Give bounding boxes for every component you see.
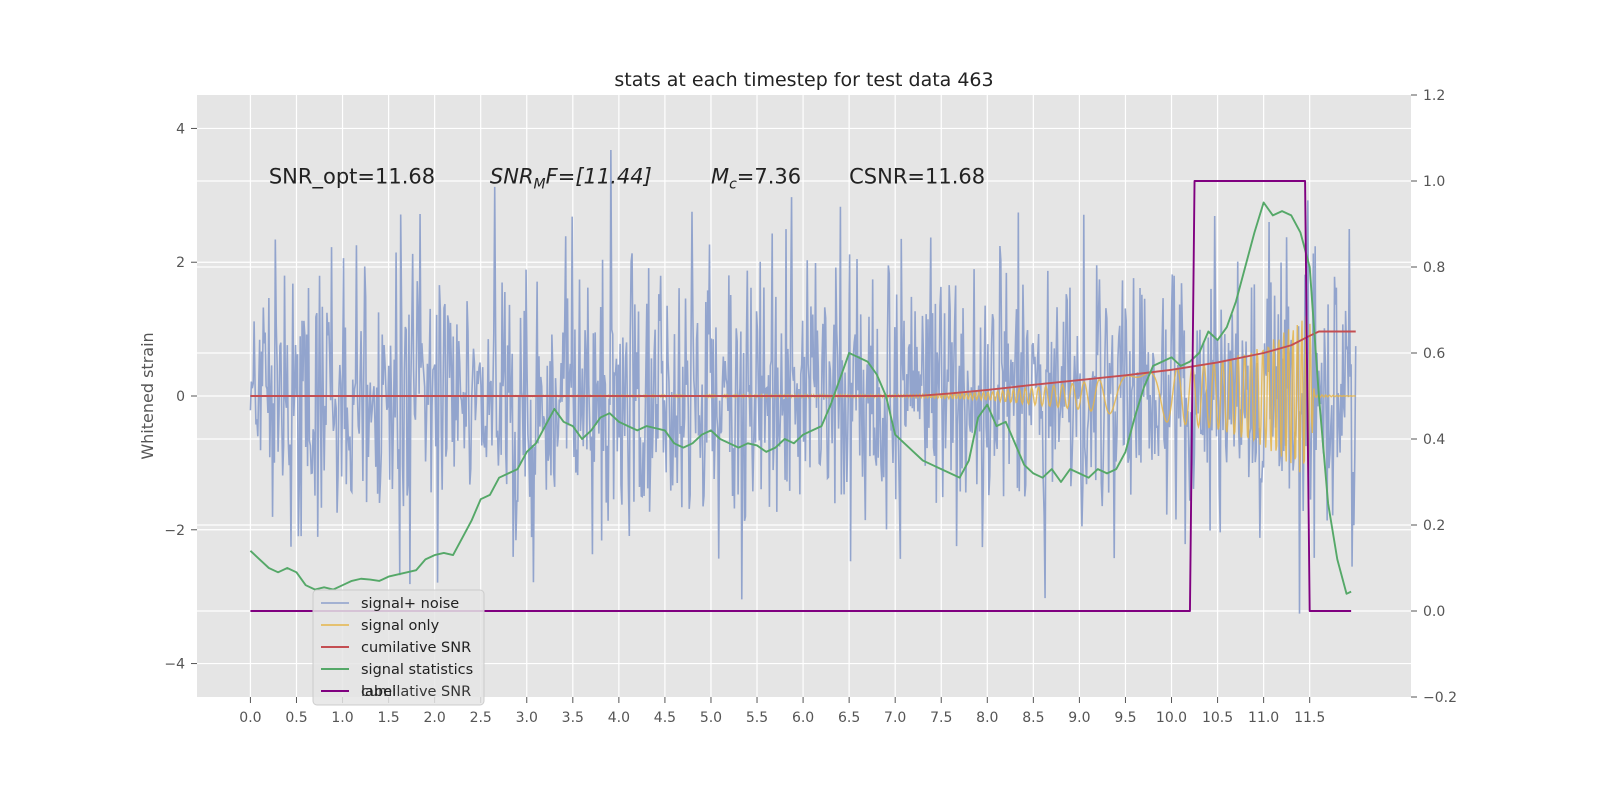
annotations: SNR_opt=11.68 SNRMF=[11.44] Mc=7.36 CSNR=11…	[269, 164, 985, 192]
x-tick-label-17: 8.5	[1022, 710, 1044, 726]
y2-tick-label-4: 0.6	[1423, 346, 1445, 362]
legend-label-0: signal+ noise	[361, 596, 459, 612]
annotation-snr-opt: SNR_opt=11.68	[269, 164, 435, 189]
x-tick-label-15: 7.5	[930, 710, 952, 726]
x-tick-label-13: 6.5	[838, 710, 860, 726]
x-tick-label-22: 11.0	[1248, 710, 1279, 726]
x-tick-label-2: 1.0	[331, 710, 353, 726]
annotation-csnr: CSNR=11.68	[849, 164, 985, 188]
x-tick-label-21: 10.5	[1202, 710, 1233, 726]
x-tick-label-4: 2.0	[424, 710, 446, 726]
x-tick-label-3: 1.5	[377, 710, 399, 726]
y2-tick-label-2: 0.2	[1423, 518, 1445, 534]
y2-tick-label-1: 0.0	[1423, 604, 1445, 620]
x-tick-label-12: 6.0	[792, 710, 814, 726]
x-tick-label-9: 4.5	[654, 710, 676, 726]
y-tick-label-4: 4	[176, 121, 185, 137]
cumilative-snr-line	[250, 330, 1356, 397]
label-line	[250, 180, 1352, 612]
y-tick-label-1: −2	[164, 523, 185, 539]
signal-noise-line	[249, 149, 1357, 614]
y-axis-label: Whitened strain	[138, 332, 157, 459]
legend-label-2: cumilative SNR	[361, 640, 471, 656]
y-axis-right: −0.2 0.0 0.2 0.4 0.6 0.8 1.0 1.2	[1411, 88, 1457, 706]
legend-ghost-text: cumilative SNR	[361, 684, 471, 700]
x-tick-label-6: 3.0	[516, 710, 538, 726]
y2-tick-label-7: 1.2	[1423, 88, 1445, 104]
x-tick-label-11: 5.5	[746, 710, 768, 726]
y2-tick-label-3: 0.4	[1423, 432, 1445, 448]
legend-label-1: signal only	[361, 618, 440, 634]
x-tick-label-16: 8.0	[976, 710, 998, 726]
y-axis-left: −4 −2 0 2 4	[164, 121, 197, 673]
y2-tick-label-5: 0.8	[1423, 260, 1445, 276]
x-tick-label-1: 0.5	[285, 710, 307, 726]
legend-label-3: signal statistics	[361, 662, 473, 678]
annotation-mc: Mc=7.36	[711, 164, 801, 192]
x-axis: 0.0 0.5 1.0 1.5 2.0 2.5 3.0 3.5 4.0 4.5 5.0 5.5 6.0 6…	[239, 697, 1325, 726]
y2-tick-label-0: −0.2	[1423, 690, 1457, 706]
x-tick-label-0: 0.0	[239, 710, 261, 726]
x-tick-label-14: 7.0	[884, 710, 906, 726]
x-tick-label-23: 11.5	[1294, 710, 1325, 726]
series-signal-noise	[249, 149, 1357, 614]
x-tick-label-10: 5.0	[700, 710, 722, 726]
y-tick-label-2: 0	[176, 389, 185, 405]
y-tick-label-3: 2	[176, 255, 185, 271]
annotation-snr-mf: SNRMF=[11.44]	[490, 164, 652, 192]
right-axis-series	[249, 180, 1356, 612]
legend-label-4: label	[361, 684, 396, 700]
x-tick-label-20: 10.0	[1156, 710, 1187, 726]
x-tick-label-5: 2.5	[470, 710, 492, 726]
x-tick-label-8: 4.0	[608, 710, 630, 726]
chart-title: stats at each timestep for test data 463	[614, 69, 993, 91]
legend: cumilative SNR signal+ noise signal only cu…	[312, 589, 485, 706]
y-tick-label-0: −4	[164, 657, 185, 673]
signal-statistics-line	[249, 201, 1352, 595]
x-tick-label-19: 9.5	[1114, 710, 1136, 726]
x-tick-label-18: 9.0	[1068, 710, 1090, 726]
y2-tick-label-6: 1.0	[1423, 174, 1445, 190]
x-tick-label-7: 3.5	[562, 710, 584, 726]
legend-box	[312, 589, 485, 706]
